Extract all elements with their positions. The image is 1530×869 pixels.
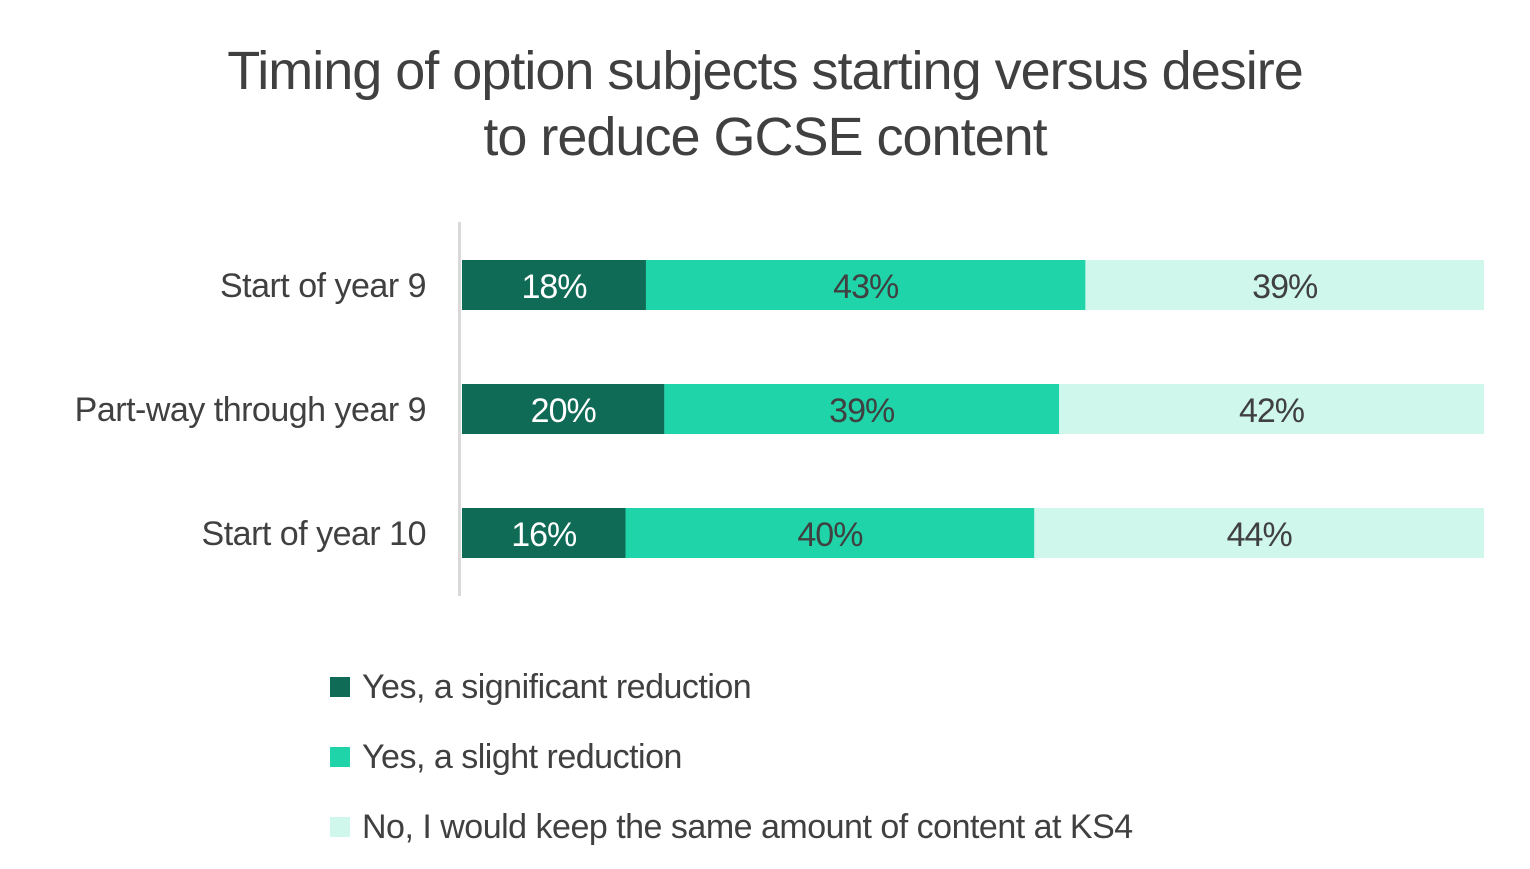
bar-start-of-year-9-series-2 — [645, 260, 1086, 310]
bar-start-of-year-10-series-3 — [1034, 508, 1484, 558]
data-label-start-of-year-9-series-2: 43% — [833, 268, 899, 306]
bar-part-way-through-year-9-series-3 — [1059, 384, 1484, 434]
chart-title: Timing of option subjects starting versu… — [0, 38, 1530, 170]
data-label-part-way-through-year-9-series-1: 20% — [531, 392, 597, 430]
legend-item-slight: Yes, a slight reduction — [330, 722, 1133, 792]
legend: Yes, a significant reduction Yes, a slig… — [330, 652, 1133, 862]
data-label-start-of-year-9-series-1: 18% — [521, 268, 587, 306]
legend-label-no-reduction: No, I would keep the same amount of cont… — [362, 807, 1133, 846]
legend-item-significant: Yes, a significant reduction — [330, 652, 1133, 722]
bar-start-of-year-10-series-2 — [625, 508, 1035, 558]
category-label-start-of-year-10: Start of year 10 — [202, 515, 426, 553]
legend-label-significant: Yes, a significant reduction — [362, 667, 752, 706]
data-label-part-way-through-year-9-series-3: 42% — [1239, 392, 1305, 430]
legend-swatch-slight — [330, 747, 350, 767]
bar-part-way-through-year-9-series-2 — [664, 384, 1060, 434]
bar-start-of-year-9-series-1 — [462, 260, 646, 310]
chart-title-line-2: to reduce GCSE content — [483, 107, 1047, 167]
legend-swatch-significant — [330, 677, 350, 697]
bar-start-of-year-9-series-3 — [1085, 260, 1484, 310]
data-label-part-way-through-year-9-series-2: 39% — [829, 392, 895, 430]
category-label-start-of-year-9: Start of year 9 — [220, 267, 426, 305]
bar-part-way-through-year-9-series-1 — [462, 384, 665, 434]
data-label-start-of-year-9-series-3: 39% — [1252, 268, 1318, 306]
data-label-start-of-year-10-series-1: 16% — [511, 516, 577, 554]
category-label-part-way-through-year-9: Part-way through year 9 — [75, 391, 426, 429]
legend-swatch-no-reduction — [330, 817, 350, 837]
bar-start-of-year-10-series-1 — [462, 508, 626, 558]
chart-title-line-1: Timing of option subjects starting versu… — [227, 41, 1304, 101]
data-label-start-of-year-10-series-3: 44% — [1227, 516, 1293, 554]
legend-item-no-reduction: No, I would keep the same amount of cont… — [330, 792, 1133, 862]
legend-label-slight: Yes, a slight reduction — [362, 737, 682, 776]
data-label-start-of-year-10-series-2: 40% — [797, 516, 863, 554]
